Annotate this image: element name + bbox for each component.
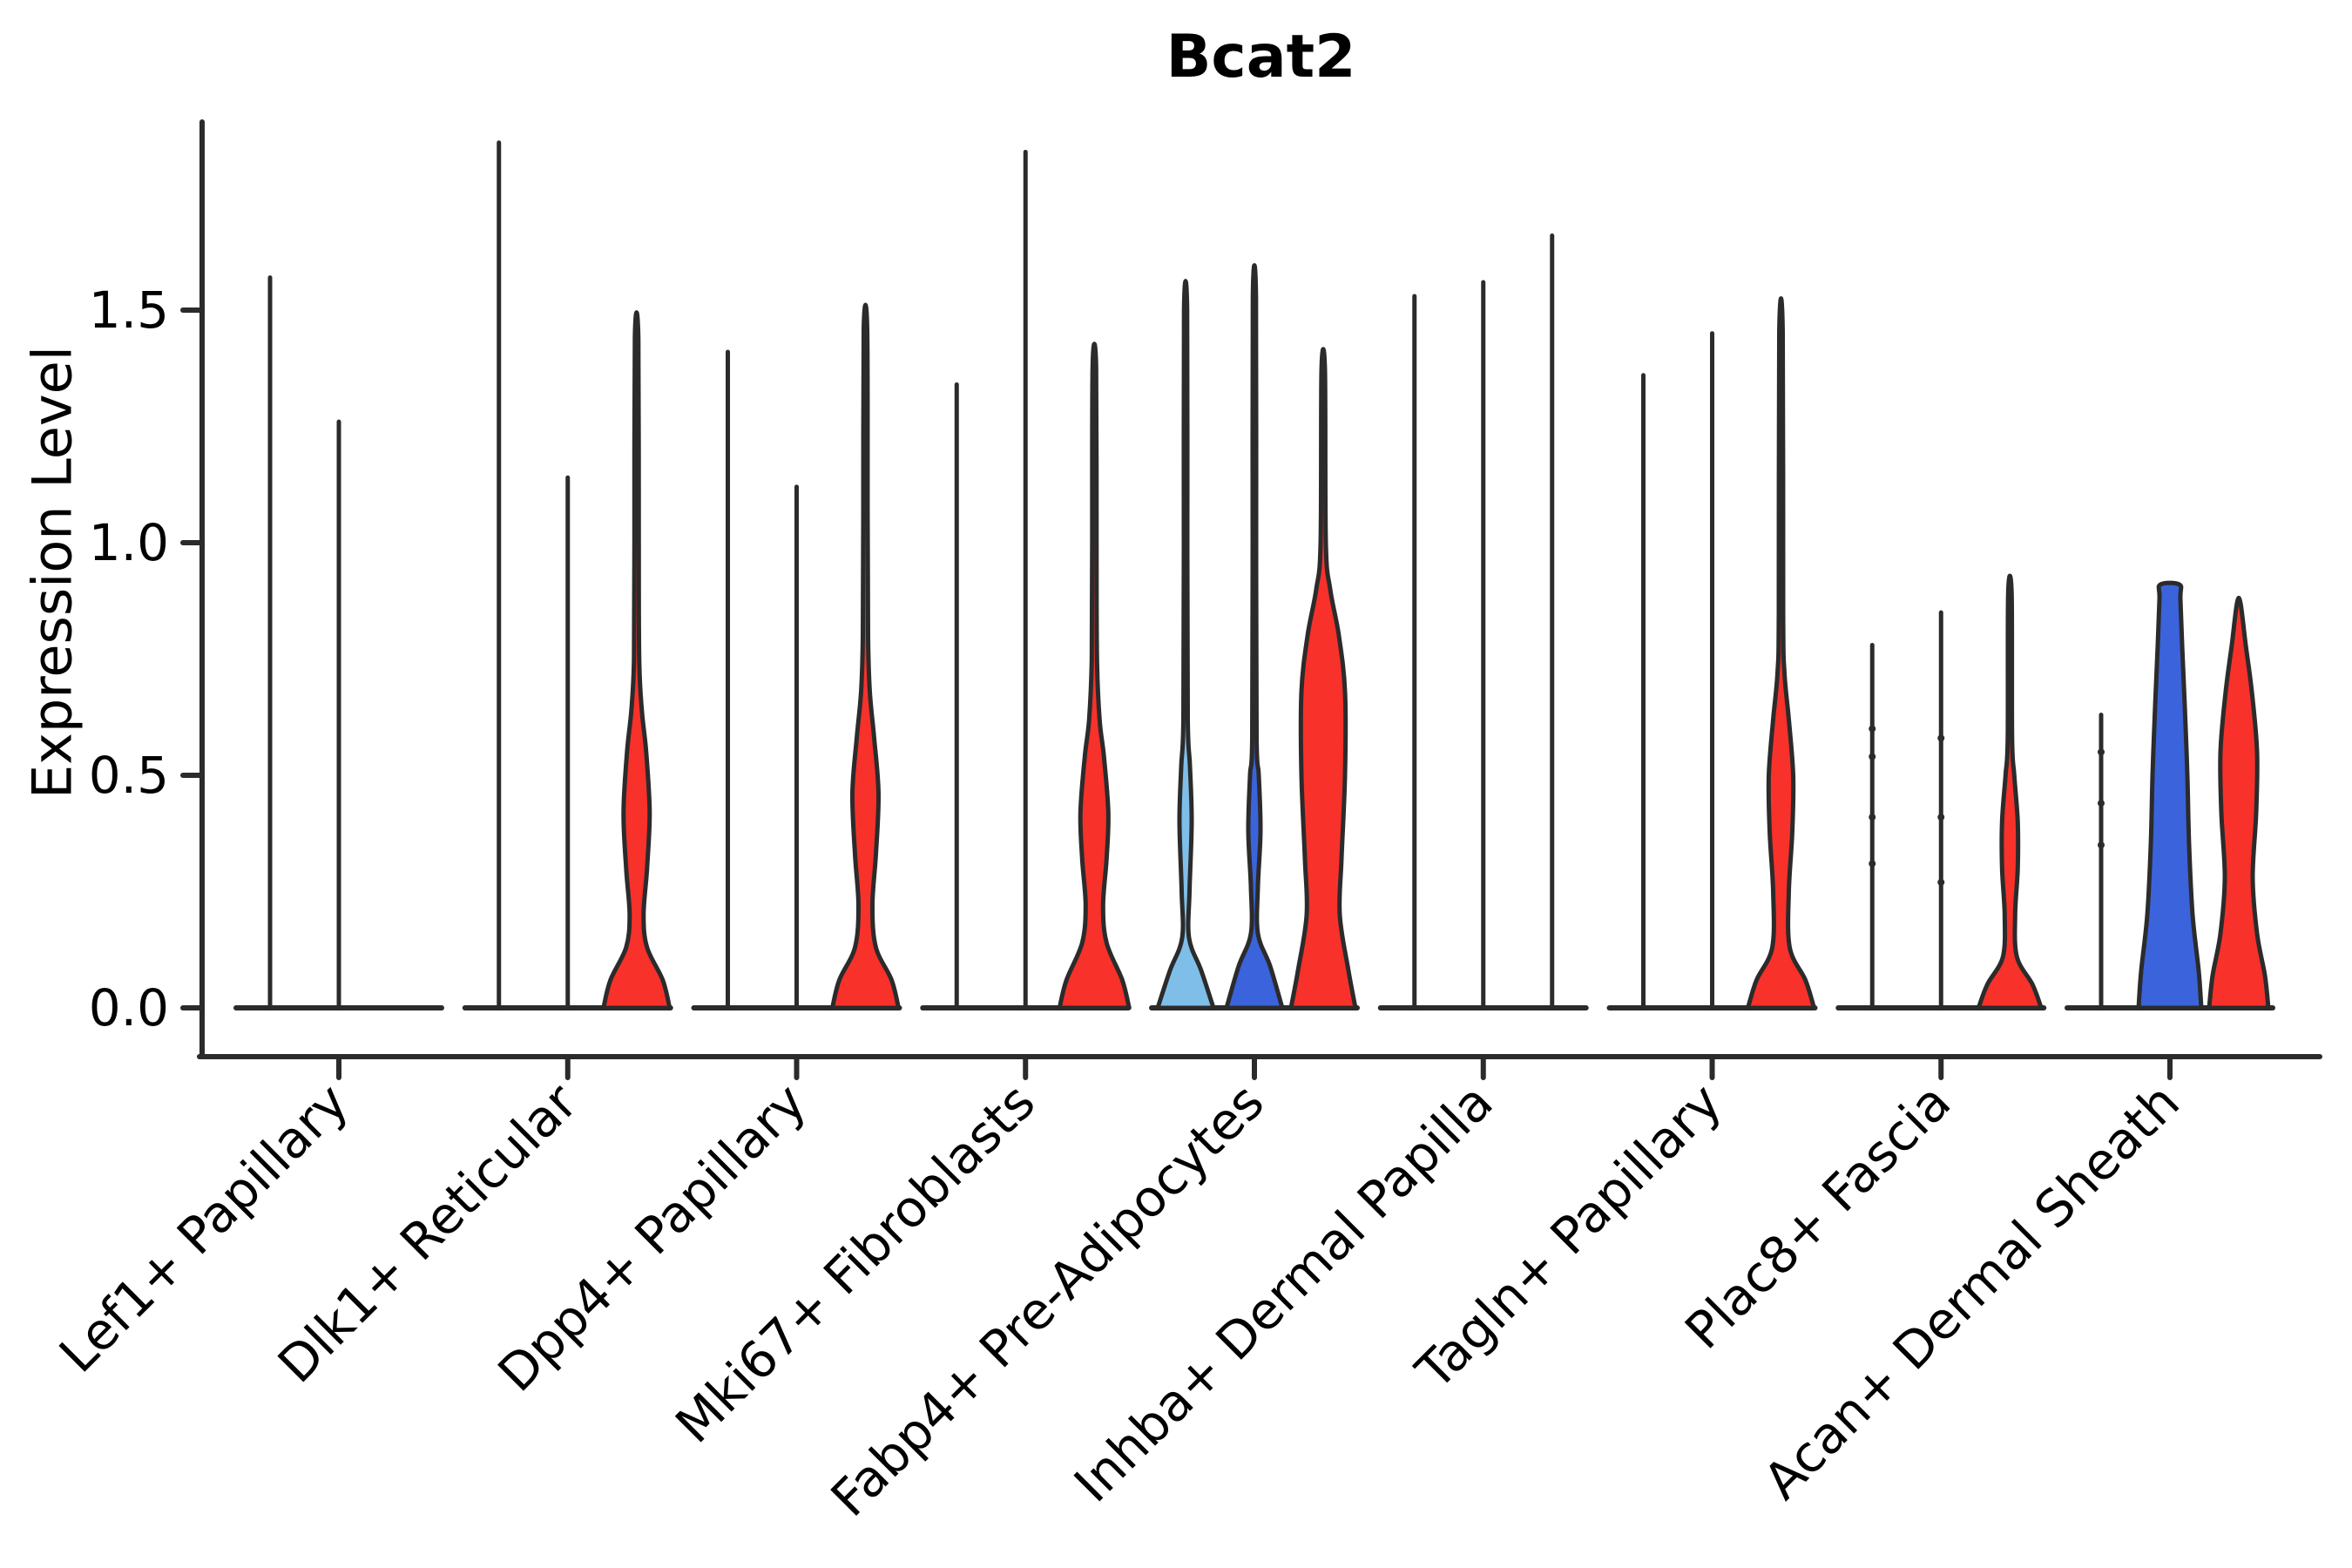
- data-point: [1869, 725, 1876, 733]
- data-point: [2098, 841, 2105, 849]
- violin-body: [1746, 296, 1816, 1010]
- data-point: [1869, 753, 1876, 760]
- chart-title: Bcat2: [1166, 23, 1356, 91]
- y-tick-label: 0.5: [89, 746, 169, 805]
- x-tick-label: Fabp4+ Pre-Adipocytes: [820, 1072, 1275, 1528]
- violin-body: [601, 310, 672, 1010]
- violin-body: [1155, 279, 1216, 1010]
- y-tick-label: 1.0: [89, 513, 169, 572]
- violin-body: [1224, 263, 1285, 1010]
- violin-body: [1976, 573, 2044, 1010]
- data-point: [1869, 860, 1876, 868]
- violin-body: [2207, 595, 2271, 1010]
- violin-body: [1057, 341, 1132, 1010]
- y-tick-label: 0.0: [89, 978, 169, 1037]
- data-point: [1937, 814, 1945, 821]
- violin-body: [1288, 347, 1358, 1010]
- data-point: [2098, 800, 2105, 808]
- x-tick-label: Inhba+ Dermal Papilla: [1063, 1072, 1504, 1514]
- y-tick-label: 1.5: [89, 280, 169, 340]
- data-point: [1869, 814, 1876, 821]
- violin-body: [2136, 580, 2204, 1010]
- violin-body: [830, 302, 901, 1010]
- data-point: [1937, 734, 1945, 742]
- x-tick-label: Acan+ Dermal Sheath: [1752, 1072, 2190, 1511]
- data-point: [1937, 878, 1945, 886]
- data-point: [2098, 748, 2105, 756]
